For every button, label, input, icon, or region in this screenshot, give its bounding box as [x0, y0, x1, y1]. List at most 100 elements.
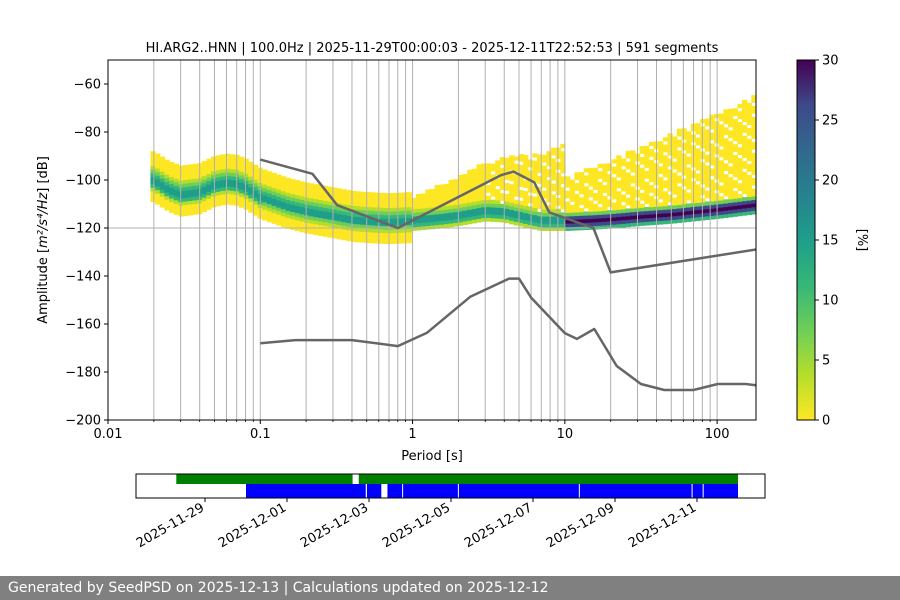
heatmap-cell — [630, 211, 636, 216]
heatmap-cell — [481, 213, 487, 219]
heatmap-cell — [485, 177, 492, 182]
heatmap-cell — [578, 179, 585, 184]
heatmap-cell — [611, 166, 617, 171]
heatmap-cell — [211, 203, 217, 208]
heatmap-cell — [276, 214, 282, 219]
heatmap-cell — [644, 174, 650, 179]
heatmap-cell — [201, 179, 207, 184]
timeline-tick-label: 2025-12-09 — [544, 500, 617, 551]
heatmap-cell — [742, 197, 748, 202]
heatmap-cell — [252, 182, 259, 187]
heatmap-cell — [248, 190, 254, 195]
heatmap-cell — [322, 193, 329, 198]
heatmap-cell — [364, 199, 370, 204]
heatmap-cell — [597, 221, 603, 226]
heatmap-cell — [532, 210, 538, 216]
heatmap-cell — [169, 208, 175, 213]
heatmap-cell — [732, 129, 738, 134]
heatmap-cell — [224, 189, 231, 194]
heatmap-cell — [360, 198, 366, 204]
heatmap-cell — [434, 221, 440, 226]
heatmap-cell — [229, 172, 235, 177]
heatmap-cell — [560, 212, 566, 217]
heatmap-cell — [173, 199, 179, 204]
heatmap-cell — [294, 205, 301, 210]
heatmap-cell — [541, 158, 547, 163]
heatmap-cell — [397, 207, 403, 212]
heatmap-cell — [383, 203, 389, 209]
heatmap-cell — [541, 208, 547, 213]
heatmap-cell — [271, 183, 277, 188]
heatmap-cell — [360, 206, 366, 211]
heatmap-cell — [532, 174, 538, 180]
heatmap-cell — [630, 208, 636, 213]
heatmap-cell — [611, 206, 617, 211]
heatmap-cell — [676, 164, 683, 169]
heatmap-cell — [676, 207, 683, 213]
heatmap-cell — [332, 194, 338, 199]
heatmap-cell — [620, 194, 627, 199]
heatmap-cell — [346, 197, 352, 202]
heatmap-cell — [686, 142, 692, 147]
heatmap-cell — [676, 179, 683, 184]
heatmap-cell — [453, 204, 459, 209]
heatmap-cell — [467, 209, 473, 214]
heatmap-cell — [448, 215, 454, 220]
heatmap-cell — [695, 184, 701, 189]
heatmap-cell — [630, 190, 636, 195]
heatmap-cell — [294, 219, 301, 224]
heatmap-cell — [676, 193, 683, 198]
heatmap-cell — [266, 203, 273, 208]
heatmap-cell — [364, 195, 370, 200]
heatmap-cell — [676, 218, 683, 223]
heatmap-cell — [481, 195, 487, 201]
heatmap-cell — [238, 163, 245, 169]
heatmap-cell — [187, 186, 193, 191]
heatmap-cell — [588, 207, 594, 212]
heatmap-cell — [229, 165, 235, 170]
heatmap-cell — [499, 211, 506, 216]
heatmap-cell — [732, 133, 738, 138]
heatmap-cell — [569, 212, 575, 217]
heatmap-cell — [541, 212, 547, 217]
heatmap-cell — [346, 233, 352, 238]
heatmap-cell — [592, 207, 599, 212]
heatmap-cell — [639, 192, 645, 198]
heatmap-cell — [546, 226, 552, 231]
heatmap-cell — [509, 216, 515, 221]
heatmap-cell — [648, 199, 655, 204]
heatmap-cell — [266, 214, 273, 219]
heatmap-cell — [723, 138, 729, 143]
heatmap-cell — [476, 175, 482, 180]
heatmap-cell — [290, 214, 296, 220]
heatmap-cell — [383, 218, 389, 223]
heatmap-cell — [495, 181, 501, 187]
heatmap-cell — [294, 223, 301, 228]
nhnm-curve — [259, 158, 756, 274]
heatmap-cell — [248, 168, 254, 174]
heatmap-cell — [616, 162, 622, 167]
heatmap-cell — [322, 185, 329, 190]
heatmap-cell — [313, 209, 319, 214]
heatmap-cell — [639, 167, 645, 172]
heatmap-cell — [313, 202, 319, 207]
heatmap-cell — [220, 193, 226, 199]
heatmap-cell — [578, 218, 585, 224]
heatmap-cell — [560, 201, 566, 206]
heatmap-cell — [695, 126, 701, 131]
timeline-tick-label: 2025-12-01 — [216, 500, 289, 551]
heatmap-cell — [364, 192, 370, 197]
heatmap-cell — [672, 215, 678, 220]
heatmap-cell — [523, 205, 529, 210]
heatmap-cell — [378, 196, 384, 201]
heatmap-cell — [686, 149, 692, 154]
heatmap-cell — [662, 169, 669, 174]
heatmap-cell — [644, 149, 650, 154]
heatmap-cell — [672, 172, 678, 177]
heatmap-cell — [676, 161, 683, 166]
heatmap-cell — [658, 191, 664, 196]
heatmap-cell — [276, 199, 282, 204]
heatmap-cell — [611, 224, 617, 229]
heatmap-cell — [243, 201, 249, 207]
heatmap-cell — [616, 205, 622, 210]
